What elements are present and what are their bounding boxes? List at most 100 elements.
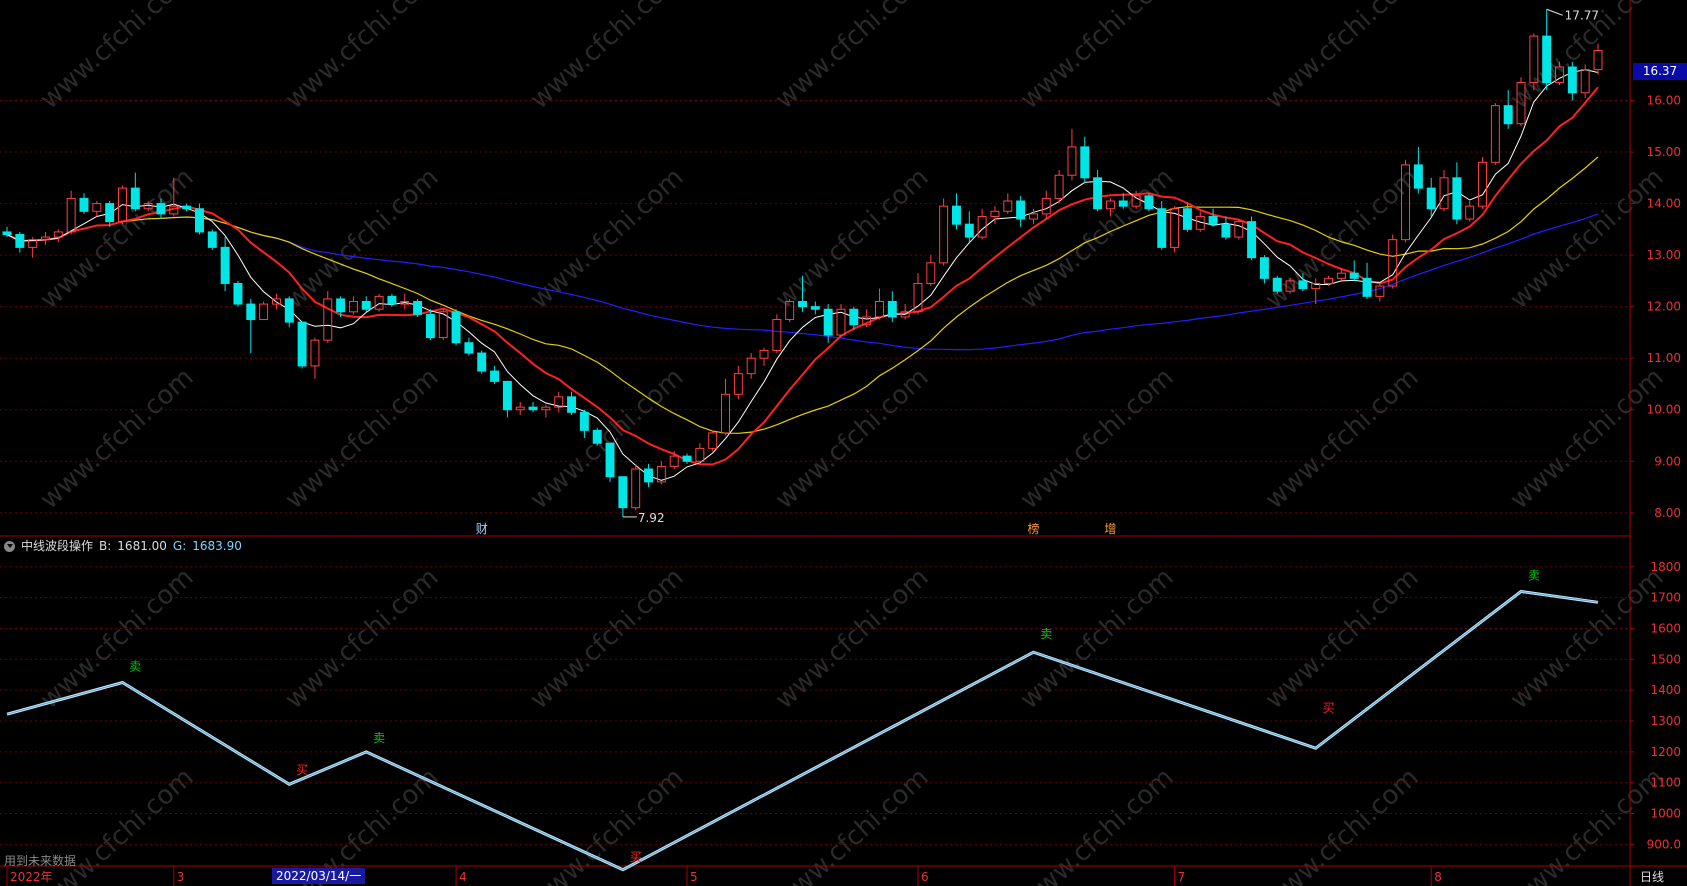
- candle-body: [1593, 50, 1603, 71]
- candle-up: [746, 353, 756, 379]
- candle-body: [772, 319, 782, 351]
- watermark-text: www.cfchi.com: [770, 162, 935, 315]
- candle-up: [92, 201, 102, 217]
- candle-body: [682, 455, 692, 462]
- candle-body: [1080, 146, 1090, 179]
- candle-down: [246, 298, 256, 354]
- watermark-text: www.cfchi.com: [525, 562, 690, 715]
- watermark-text: www.cfchi.com: [280, 362, 445, 515]
- candle-up: [323, 291, 333, 343]
- selected-date-label[interactable]: 2022/03/14/一: [272, 868, 366, 884]
- candle-down: [1298, 273, 1308, 292]
- candle-down: [130, 172, 140, 212]
- candle-body: [1413, 164, 1423, 189]
- candle-up: [721, 378, 730, 436]
- period-label[interactable]: 日线: [1640, 870, 1665, 884]
- candle-body: [1324, 277, 1334, 284]
- candle-body: [644, 468, 654, 483]
- candle-body: [1195, 215, 1205, 230]
- candle-down: [823, 304, 833, 343]
- candle-up: [28, 237, 38, 258]
- candle-up: [438, 309, 448, 341]
- indicator-tick-label: 1500: [1650, 652, 1681, 666]
- candle-body: [477, 352, 487, 372]
- candle-up: [271, 293, 281, 310]
- candle-body: [182, 205, 192, 210]
- ma20-line: [6, 156, 1599, 434]
- candle-down: [592, 427, 602, 446]
- candle-down: [1413, 146, 1423, 194]
- x-tick-label: 6: [921, 870, 929, 884]
- candle-up: [669, 450, 679, 469]
- candle-down: [810, 301, 820, 315]
- indicator-tick-label: 1400: [1650, 683, 1681, 697]
- candle-body: [746, 357, 756, 375]
- candle-down: [194, 203, 204, 235]
- candle-body: [1285, 280, 1295, 292]
- buy-signal: 买: [296, 763, 308, 777]
- candle-up: [143, 201, 153, 212]
- candle-down: [1452, 162, 1462, 225]
- candle-up: [1131, 190, 1141, 209]
- event-marker: 榜: [1027, 521, 1039, 536]
- candle-up: [1490, 103, 1500, 165]
- min-price-label: 7.92: [638, 511, 665, 525]
- candle-body: [1105, 200, 1115, 210]
- candle-body: [220, 246, 230, 284]
- sell-signal: 卖: [1040, 627, 1052, 641]
- candle-body: [631, 468, 641, 509]
- candle-up: [1067, 128, 1077, 181]
- candle-body: [1516, 81, 1526, 125]
- candle-down: [1144, 193, 1154, 212]
- candle-up: [1311, 278, 1321, 305]
- candle-up: [400, 293, 410, 310]
- wave-line-g: [6, 590, 1599, 871]
- watermark-text: www.cfchi.com: [1015, 762, 1180, 886]
- candle-body: [41, 236, 50, 241]
- candle-body: [1529, 35, 1539, 83]
- candle-up: [862, 309, 872, 328]
- candle-body: [708, 432, 718, 449]
- candle-body: [1016, 200, 1026, 220]
- candle-up: [169, 177, 179, 217]
- candle-body: [336, 298, 346, 313]
- candle-down: [2, 226, 12, 238]
- candle-down: [1272, 275, 1282, 294]
- candle-down: [1093, 170, 1103, 212]
- candle-down: [336, 296, 346, 317]
- candle-down: [207, 229, 217, 250]
- watermark-text: www.cfchi.com: [1260, 562, 1425, 715]
- candle-down: [156, 198, 166, 220]
- candle-body: [669, 455, 679, 467]
- candle-body: [1041, 197, 1051, 215]
- candle-down: [425, 309, 435, 341]
- candle-down: [1182, 203, 1192, 232]
- candle-body: [1555, 66, 1564, 83]
- candle-body: [1131, 195, 1141, 207]
- candle-body: [1426, 187, 1436, 210]
- candle-body: [323, 298, 333, 341]
- candle-down: [79, 193, 89, 214]
- price-tick-label: 16.00: [1647, 94, 1681, 108]
- candle-body: [1259, 257, 1269, 279]
- watermark-text: www.cfchi.com: [35, 362, 200, 515]
- candle-down: [1221, 216, 1231, 240]
- candle-body: [1336, 272, 1346, 279]
- candle-up: [53, 229, 63, 243]
- candle-body: [515, 406, 525, 411]
- candle-down: [233, 280, 243, 307]
- candle-up: [117, 185, 127, 225]
- candle-body: [297, 321, 307, 367]
- price-tick-label: 15.00: [1647, 145, 1681, 159]
- candle-body: [964, 223, 974, 238]
- indicator-header[interactable]: 中线波段操作 B: 1681.00 G: 1683.90: [4, 538, 242, 554]
- candle-body: [1567, 66, 1577, 94]
- candle-body: [1272, 277, 1282, 292]
- candle-body: [656, 465, 666, 483]
- candle-up: [348, 296, 358, 315]
- candle-down: [451, 309, 461, 346]
- indicator-menu-icon[interactable]: [4, 540, 15, 552]
- candle-down: [567, 391, 577, 415]
- candle-up: [541, 404, 551, 418]
